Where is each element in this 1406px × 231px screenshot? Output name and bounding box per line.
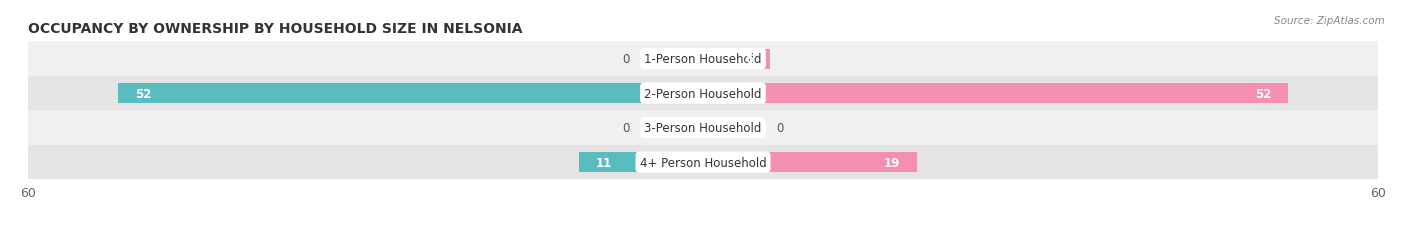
Text: 0: 0 — [623, 53, 630, 66]
Text: 19: 19 — [883, 156, 900, 169]
Bar — [703, 152, 917, 172]
Text: Source: ZipAtlas.com: Source: ZipAtlas.com — [1274, 16, 1385, 26]
Bar — [28, 42, 1378, 76]
Bar — [579, 152, 703, 172]
Bar — [647, 118, 703, 138]
Text: 11: 11 — [596, 156, 613, 169]
Text: 0: 0 — [776, 122, 783, 134]
Bar — [118, 84, 703, 104]
Text: 1-Person Household: 1-Person Household — [644, 53, 762, 66]
Text: 52: 52 — [1254, 87, 1271, 100]
Bar — [703, 118, 759, 138]
Text: 2-Person Household: 2-Person Household — [644, 87, 762, 100]
Text: 4+ Person Household: 4+ Person Household — [640, 156, 766, 169]
Text: 0: 0 — [623, 122, 630, 134]
Bar — [28, 76, 1378, 111]
Text: 52: 52 — [135, 87, 152, 100]
Bar — [703, 49, 770, 69]
Bar — [28, 145, 1378, 179]
Text: 3-Person Household: 3-Person Household — [644, 122, 762, 134]
Bar — [703, 84, 1288, 104]
Text: 6: 6 — [745, 53, 754, 66]
Text: OCCUPANCY BY OWNERSHIP BY HOUSEHOLD SIZE IN NELSONIA: OCCUPANCY BY OWNERSHIP BY HOUSEHOLD SIZE… — [28, 22, 523, 36]
Bar — [28, 111, 1378, 145]
Bar — [647, 49, 703, 69]
